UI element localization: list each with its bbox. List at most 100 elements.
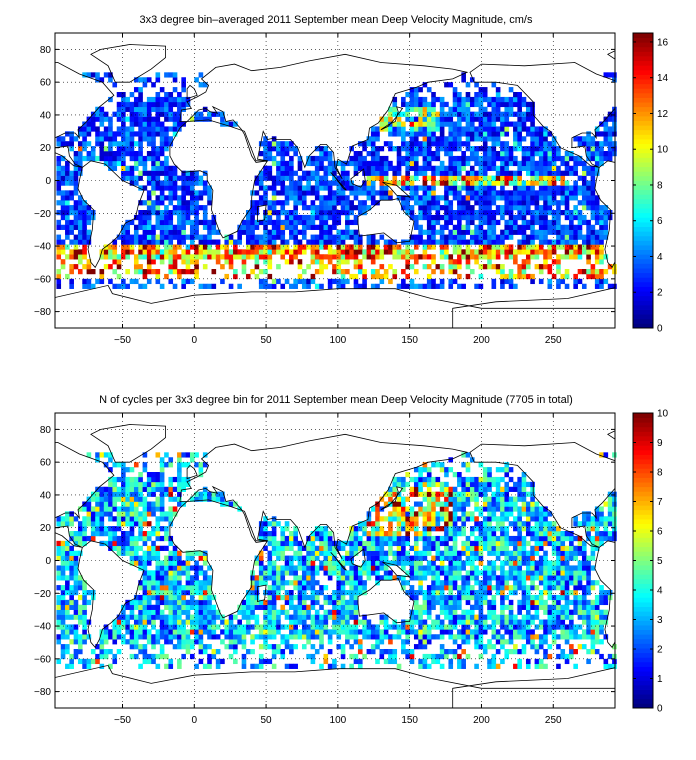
heatmap-cell [69, 663, 74, 669]
heatmap-cell [530, 185, 535, 191]
heatmap-cell [482, 619, 488, 625]
heatmap-cell [168, 264, 174, 270]
heatmap-cell [478, 594, 484, 601]
heatmap-cell [500, 170, 505, 176]
heatmap-cell [271, 609, 277, 615]
heatmap-cell [538, 155, 544, 162]
heatmap-cell [530, 151, 535, 157]
heatmap-cell [508, 175, 514, 181]
heatmap-cell [487, 663, 492, 669]
heatmap-cell [577, 609, 583, 615]
heatmap-cell [69, 624, 74, 630]
heatmap-cell [426, 639, 432, 645]
heatmap-cell [293, 214, 298, 221]
heatmap-cell [517, 565, 522, 571]
heatmap-cell [392, 180, 398, 186]
heatmap-cell [551, 609, 557, 615]
heatmap-cell [409, 136, 415, 142]
heatmap-cell [301, 634, 307, 640]
heatmap-cell [560, 585, 566, 591]
heatmap-cell [293, 210, 298, 216]
heatmap-cell [228, 283, 234, 289]
heatmap-cell [409, 160, 415, 167]
heatmap-cell [142, 214, 148, 221]
heatmap-cell [538, 190, 544, 196]
heatmap-cell [86, 658, 92, 665]
heatmap-cell [125, 175, 130, 181]
heatmap-cell [159, 594, 165, 601]
heatmap-cell [508, 575, 514, 581]
heatmap-cell [69, 141, 74, 147]
heatmap-cell [435, 590, 441, 596]
heatmap-cell [452, 560, 458, 566]
heatmap-cell [86, 151, 92, 157]
heatmap-cell [556, 619, 561, 625]
heatmap-cell [525, 165, 531, 171]
heatmap-cell [487, 185, 492, 191]
heatmap-cell [375, 254, 380, 260]
heatmap-cell [413, 146, 419, 152]
heatmap-cell [172, 234, 178, 240]
heatmap-cell [138, 619, 143, 625]
heatmap-cell [323, 264, 329, 270]
heatmap-cell [504, 649, 510, 655]
heatmap-cell [133, 653, 139, 660]
heatmap-cell [332, 254, 337, 260]
heatmap-cell [482, 195, 488, 201]
heatmap-cell [267, 619, 273, 625]
heatmap-cell [133, 175, 139, 181]
heatmap-cell [517, 269, 522, 275]
heatmap-cell [474, 249, 479, 255]
heatmap-cell [439, 624, 445, 630]
heatmap-cell [581, 585, 587, 591]
heatmap-cell [560, 195, 566, 201]
heatmap-cell [564, 170, 570, 176]
colorbar-segment [633, 56, 653, 62]
heatmap-cell [237, 229, 242, 235]
heatmap-cell [569, 254, 574, 260]
heatmap-cell [56, 283, 62, 289]
heatmap-cell [172, 249, 178, 255]
heatmap-cell [521, 229, 527, 235]
heatmap-cell [65, 634, 70, 640]
heatmap-cell [491, 210, 497, 216]
heatmap-cell [465, 594, 471, 601]
heatmap-cell [469, 116, 475, 122]
heatmap-cell [521, 219, 527, 226]
heatmap-cell [413, 575, 419, 581]
heatmap-cell [556, 269, 561, 275]
heatmap-cell [590, 195, 596, 201]
heatmap-cell [444, 219, 449, 226]
heatmap-cell [65, 644, 70, 650]
heatmap-cell [422, 155, 428, 162]
heatmap-cell [263, 629, 268, 635]
heatmap-cell [181, 185, 186, 191]
heatmap-cell [103, 155, 109, 162]
heatmap-cell [431, 195, 436, 201]
heatmap-cell [138, 629, 143, 635]
heatmap-cell [332, 278, 337, 285]
heatmap-cell [379, 639, 385, 645]
heatmap-cell [142, 649, 148, 655]
heatmap-cell [340, 283, 346, 289]
heatmap-cell [366, 165, 372, 171]
heatmap-cell [314, 170, 320, 176]
heatmap-cell [474, 101, 479, 108]
heatmap-cell [125, 106, 130, 112]
heatmap-cell [155, 210, 161, 216]
heatmap-cell [439, 585, 445, 591]
heatmap-cell [138, 116, 143, 122]
heatmap-cell [69, 229, 74, 235]
heatmap-cell [569, 629, 574, 635]
heatmap-cell [418, 141, 423, 147]
heatmap-cell [556, 190, 561, 196]
heatmap-cell [155, 101, 161, 108]
heatmap-cell [319, 614, 324, 620]
heatmap-cell [345, 205, 350, 211]
heatmap-cell [65, 254, 70, 260]
heatmap-cell [508, 244, 514, 250]
heatmap-cell [392, 649, 398, 655]
heatmap-cell [116, 111, 122, 117]
heatmap-cell [345, 170, 350, 176]
heatmap-cell [556, 575, 561, 581]
